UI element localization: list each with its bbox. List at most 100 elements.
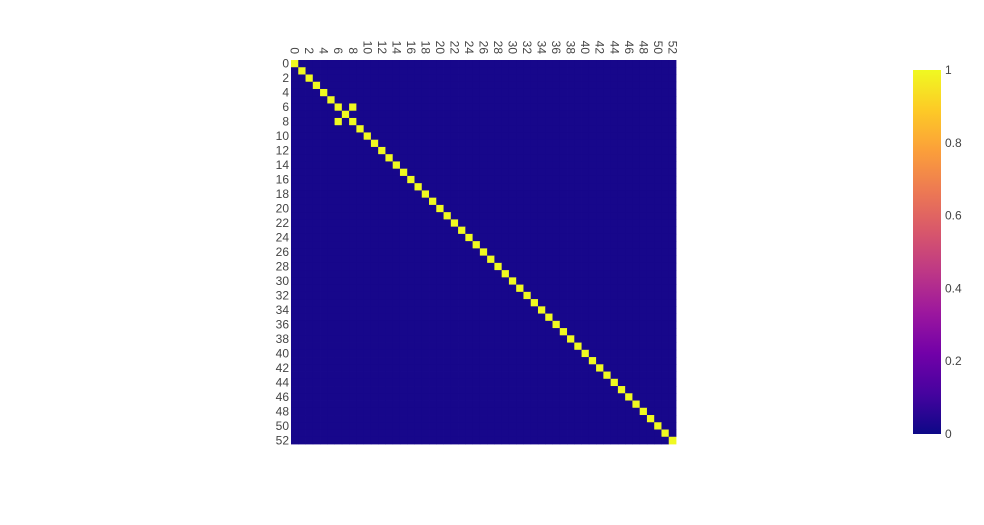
- heatmap-cell: [559, 255, 568, 264]
- heatmap-cell: [472, 81, 481, 90]
- heatmap-cell: [559, 132, 568, 141]
- heatmap-cell: [668, 154, 677, 162]
- heatmap-cell: [472, 190, 481, 199]
- heatmap-cell: [429, 270, 437, 278]
- heatmap-cell: [298, 277, 306, 286]
- heatmap-cell: [596, 74, 604, 83]
- heatmap-cell: [407, 146, 415, 155]
- heatmap-cell: [537, 117, 546, 126]
- heatmap-cell: [421, 183, 430, 191]
- heatmap-cell: [436, 60, 444, 68]
- x-tick-label: 2: [302, 47, 316, 54]
- heatmap-cell: [545, 154, 553, 162]
- y-tick-label: 6: [282, 100, 289, 114]
- heatmap-cell: [291, 74, 299, 83]
- heatmap-cell: [516, 212, 524, 220]
- heatmap-cell: [370, 110, 379, 119]
- heatmap-cell: [537, 400, 546, 409]
- heatmap-cell: [581, 117, 590, 126]
- heatmap-cell: [596, 277, 604, 286]
- heatmap-cell: [392, 335, 401, 343]
- heatmap-cell: [617, 415, 626, 423]
- heatmap-cell: [654, 60, 662, 68]
- heatmap-cell: [465, 415, 473, 423]
- heatmap-cell: [443, 422, 452, 430]
- x-tick-label: 26: [477, 41, 491, 55]
- heatmap-cell: [443, 313, 452, 322]
- heatmap-cell: [501, 74, 510, 83]
- heatmap-cell: [479, 161, 488, 170]
- heatmap-cell: [508, 67, 517, 75]
- heatmap-cell: [407, 190, 415, 199]
- heatmap-cell: [508, 255, 517, 264]
- heatmap-cell: [421, 132, 430, 141]
- heatmap-cell: [291, 88, 299, 97]
- heatmap-cell: [356, 132, 365, 141]
- heatmap-cell: [661, 74, 670, 83]
- heatmap-cell: [421, 371, 430, 380]
- heatmap-cell: [545, 415, 553, 423]
- heatmap-cell: [610, 161, 619, 170]
- heatmap-cell: [370, 139, 379, 148]
- heatmap-cell: [552, 407, 561, 416]
- heatmap-cell: [545, 255, 553, 264]
- heatmap-cell: [414, 429, 423, 438]
- heatmap-cell: [523, 357, 532, 365]
- heatmap-cell: [530, 335, 539, 343]
- heatmap-cell: [661, 67, 670, 75]
- heatmap-cell: [436, 161, 444, 170]
- heatmap-cell: [458, 81, 466, 90]
- heatmap-cell: [356, 110, 365, 119]
- heatmap-cell: [363, 219, 372, 228]
- heatmap-cell: [487, 110, 495, 119]
- heatmap-cell: [537, 313, 546, 322]
- heatmap-cell: [596, 241, 604, 249]
- heatmap-cell: [436, 117, 444, 126]
- heatmap-cell: [537, 154, 546, 162]
- heatmap-cell: [429, 262, 437, 271]
- heatmap-cell: [465, 248, 473, 257]
- heatmap-cell: [320, 277, 328, 286]
- heatmap-cell: [414, 313, 423, 322]
- heatmap-cell: [588, 197, 597, 206]
- heatmap-cell: [450, 226, 459, 235]
- heatmap-cell: [407, 74, 415, 83]
- heatmap-cell: [436, 299, 444, 307]
- heatmap-cell: [617, 357, 626, 365]
- heatmap-cell: [523, 284, 532, 293]
- heatmap-cell: [646, 393, 655, 401]
- heatmap-cell: [537, 226, 546, 235]
- heatmap-cell: [574, 204, 582, 213]
- heatmap-cell: [414, 74, 423, 83]
- heatmap-cell: [588, 103, 597, 112]
- heatmap-cell: [356, 88, 365, 97]
- heatmap-cell: [370, 204, 379, 213]
- heatmap-cell: [646, 349, 655, 358]
- heatmap-cell: [523, 378, 532, 387]
- heatmap-cell: [450, 248, 459, 257]
- heatmap-cell: [545, 371, 553, 380]
- heatmap-cell: [654, 204, 662, 213]
- heatmap-cell: [654, 212, 662, 220]
- heatmap-cell: [450, 299, 459, 307]
- heatmap-cell: [341, 306, 350, 314]
- heatmap-cell: [574, 349, 582, 358]
- heatmap-cell: [494, 183, 503, 191]
- heatmap-cell: [312, 88, 321, 97]
- heatmap-cell: [472, 175, 481, 184]
- heatmap-cell: [370, 436, 379, 445]
- heatmap-cell: [370, 328, 379, 336]
- heatmap-cell: [429, 146, 437, 155]
- heatmap-cell: [334, 262, 343, 271]
- heatmap-cell: [392, 74, 401, 83]
- y-tick-label: 14: [276, 158, 290, 172]
- heatmap-cell: [603, 400, 612, 409]
- heatmap-cell: [661, 60, 670, 68]
- heatmap-cell: [479, 248, 488, 257]
- heatmap-cell: [646, 335, 655, 343]
- heatmap-cell: [458, 197, 466, 206]
- heatmap-cell: [298, 233, 306, 242]
- heatmap-cell: [443, 364, 452, 372]
- heatmap-cell: [370, 277, 379, 286]
- heatmap-cell: [392, 168, 401, 177]
